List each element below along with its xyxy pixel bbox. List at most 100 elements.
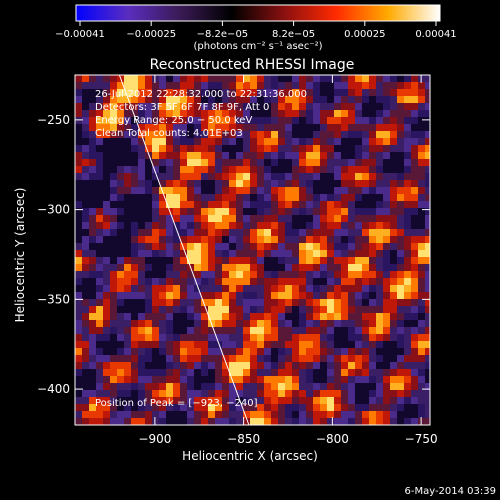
heatmap-cell	[404, 194, 411, 201]
heatmap-cell	[187, 418, 194, 425]
heatmap-cell	[75, 201, 82, 208]
heatmap-cell	[292, 257, 299, 264]
heatmap-cell	[173, 271, 180, 278]
heatmap-cell	[145, 334, 152, 341]
heatmap-cell	[271, 292, 278, 299]
heatmap-cell	[390, 418, 397, 425]
heatmap-cell	[264, 404, 271, 411]
heatmap-cell	[397, 75, 404, 82]
heatmap-cell	[397, 131, 404, 138]
heatmap-cell	[257, 159, 264, 166]
heatmap-cell	[124, 369, 131, 376]
heatmap-cell	[348, 404, 355, 411]
heatmap-cell	[264, 383, 271, 390]
heatmap-cell	[320, 397, 327, 404]
heatmap-cell	[299, 138, 306, 145]
heatmap-cell	[75, 145, 82, 152]
heatmap-cell	[194, 313, 201, 320]
heatmap-cell	[173, 180, 180, 187]
heatmap-cell	[278, 257, 285, 264]
heatmap-cell	[292, 313, 299, 320]
heatmap-cell	[138, 320, 145, 327]
heatmap-cell	[243, 355, 250, 362]
heatmap-cell	[334, 257, 341, 264]
heatmap-cell	[278, 320, 285, 327]
heatmap-cell	[390, 166, 397, 173]
heatmap-cell	[138, 138, 145, 145]
heatmap-cell	[404, 285, 411, 292]
heatmap-cell	[110, 194, 117, 201]
heatmap-cell	[278, 362, 285, 369]
heatmap-cell	[124, 404, 131, 411]
heatmap-cell	[117, 236, 124, 243]
heatmap-cell	[215, 96, 222, 103]
heatmap-cell	[89, 131, 96, 138]
heatmap-cell	[334, 117, 341, 124]
heatmap-cell	[187, 208, 194, 215]
heatmap-cell	[131, 187, 138, 194]
heatmap-cell	[96, 411, 103, 418]
heatmap-cell	[229, 334, 236, 341]
heatmap-cell	[75, 264, 82, 271]
heatmap-cell	[362, 327, 369, 334]
heatmap-cell	[96, 348, 103, 355]
heatmap-cell	[355, 82, 362, 89]
heatmap-cell	[299, 334, 306, 341]
heatmap-cell	[418, 229, 425, 236]
heatmap-cell	[376, 187, 383, 194]
heatmap-cell	[138, 173, 145, 180]
heatmap-cell	[299, 278, 306, 285]
heatmap-cell	[341, 75, 348, 82]
heatmap-cell	[418, 376, 425, 383]
heatmap-cell	[390, 348, 397, 355]
heatmap-cell	[89, 306, 96, 313]
heatmap-cell	[278, 264, 285, 271]
heatmap-cell	[117, 159, 124, 166]
heatmap-cell	[271, 369, 278, 376]
heatmap-cell	[96, 124, 103, 131]
heatmap-cell	[397, 215, 404, 222]
heatmap-cell	[201, 411, 208, 418]
heatmap-cell	[292, 201, 299, 208]
heatmap-cell	[257, 278, 264, 285]
heatmap-cell	[208, 110, 215, 117]
heatmap-cell	[103, 369, 110, 376]
colorbar-tick-label: 8.2e−05	[272, 29, 315, 40]
heatmap-cell	[250, 187, 257, 194]
heatmap-cell	[397, 264, 404, 271]
heatmap-cell	[187, 96, 194, 103]
heatmap-cell	[425, 159, 430, 166]
heatmap-cell	[292, 222, 299, 229]
heatmap-cell	[180, 110, 187, 117]
heatmap-cell	[131, 180, 138, 187]
heatmap-cell	[110, 285, 117, 292]
heatmap-cell	[229, 404, 236, 411]
heatmap-cell	[404, 383, 411, 390]
heatmap-cell	[103, 229, 110, 236]
heatmap-cell	[334, 397, 341, 404]
heatmap-cell	[124, 208, 131, 215]
heatmap-cell	[334, 180, 341, 187]
heatmap-cell	[229, 124, 236, 131]
heatmap-cell	[229, 271, 236, 278]
heatmap-cell	[187, 187, 194, 194]
heatmap-cell	[348, 208, 355, 215]
heatmap-cell	[180, 369, 187, 376]
heatmap-cell	[229, 320, 236, 327]
heatmap-cell	[152, 292, 159, 299]
heatmap-cell	[271, 75, 278, 82]
heatmap-cell	[89, 313, 96, 320]
heatmap-cell	[278, 159, 285, 166]
heatmap-cell	[299, 411, 306, 418]
heatmap-cell	[383, 355, 390, 362]
heatmap-cell	[138, 411, 145, 418]
heatmap-cell	[327, 201, 334, 208]
heatmap-cell	[201, 362, 208, 369]
heatmap-cell	[404, 208, 411, 215]
heatmap-cell	[152, 271, 159, 278]
heatmap-cell	[208, 390, 215, 397]
heatmap-cell	[369, 313, 376, 320]
heatmap-cell	[82, 236, 89, 243]
heatmap-cell	[159, 124, 166, 131]
heatmap-cell	[124, 341, 131, 348]
